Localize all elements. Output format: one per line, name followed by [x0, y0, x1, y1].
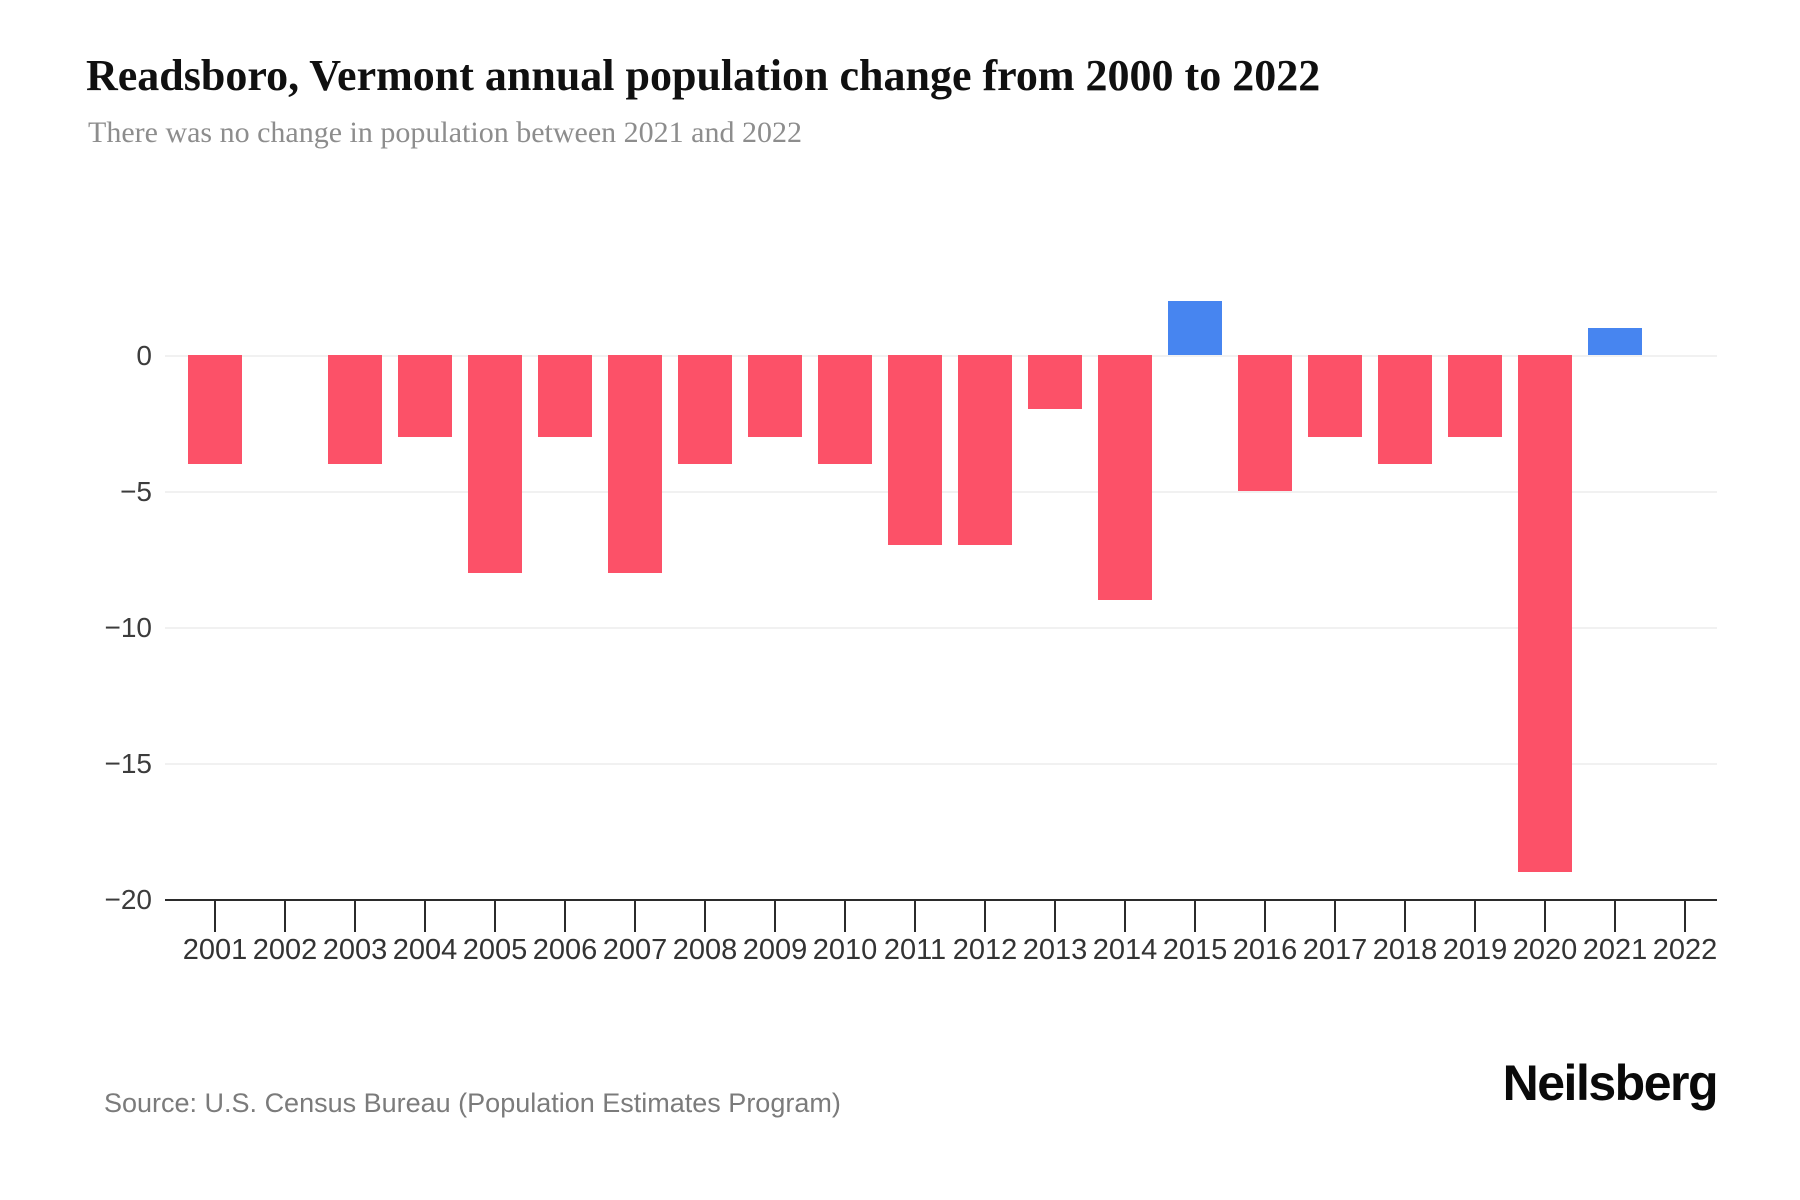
x-tick-label-2021: 2021 [1582, 934, 1648, 966]
x-tick-label-2003: 2003 [322, 934, 388, 966]
x-tick-2007 [634, 900, 636, 932]
bar-2015 [1168, 301, 1222, 355]
bar-2007 [608, 355, 662, 573]
x-tick-label-2014: 2014 [1092, 934, 1158, 966]
x-tick-label-2008: 2008 [672, 934, 738, 966]
x-tick-label-2020: 2020 [1512, 934, 1578, 966]
bar-2003 [328, 355, 382, 464]
bar-2009 [748, 355, 802, 437]
x-tick-2021 [1614, 900, 1616, 932]
y-grid-line--15 [165, 763, 1717, 765]
bar-2001 [188, 355, 242, 464]
x-tick-label-2012: 2012 [952, 934, 1018, 966]
x-tick-label-2007: 2007 [602, 934, 668, 966]
x-tick-2005 [494, 900, 496, 932]
bar-2014 [1098, 355, 1152, 600]
x-tick-2010 [844, 900, 846, 932]
x-tick-label-2019: 2019 [1442, 934, 1508, 966]
bar-2004 [398, 355, 452, 437]
y-tick-label--20: −20 [104, 884, 153, 915]
x-tick-label-2010: 2010 [812, 934, 878, 966]
x-tick-label-2013: 2013 [1022, 934, 1088, 966]
x-tick-label-2002: 2002 [252, 934, 318, 966]
x-tick-2012 [984, 900, 986, 932]
x-tick-2002 [284, 900, 286, 932]
y-grid-line--10 [165, 627, 1717, 629]
x-tick-label-2001: 2001 [182, 934, 248, 966]
x-tick-label-2011: 2011 [883, 934, 947, 966]
x-tick-label-2015: 2015 [1162, 934, 1228, 966]
bar-2017 [1308, 355, 1362, 437]
x-tick-2017 [1334, 900, 1336, 932]
x-tick-2018 [1404, 900, 1406, 932]
x-tick-2011 [914, 900, 916, 932]
bar-chart-plot: 0 −5 −10 −15 −20 2001 2002 2003 2004 2005 2006 2007… [104, 301, 1718, 966]
x-tick-2001 [214, 900, 216, 932]
neilsberg-logo: Neilsberg [1502, 1055, 1719, 1111]
bar-2010 [818, 355, 872, 464]
x-tick-label-2018: 2018 [1372, 934, 1438, 966]
x-tick-2013 [1054, 900, 1056, 932]
x-tick-2003 [354, 900, 356, 932]
x-tick-label-2022: 2022 [1652, 934, 1718, 966]
chart-subtitle: There was no change in population betwee… [88, 116, 802, 149]
x-tick-2014 [1124, 900, 1126, 932]
bar-2006 [538, 355, 592, 437]
x-tick-label-2017: 2017 [1302, 934, 1368, 966]
x-tick-2016 [1264, 900, 1266, 932]
source-note: Source: U.S. Census Bureau (Population E… [104, 1088, 841, 1118]
x-tick-2015 [1194, 900, 1196, 932]
x-tick-label-2016: 2016 [1232, 934, 1298, 966]
x-tick-label-2005: 2005 [462, 934, 528, 966]
bar-2012 [958, 355, 1012, 545]
bar-2005 [468, 355, 522, 573]
bar-2013 [1028, 355, 1082, 409]
bar-2016 [1238, 355, 1292, 491]
x-tick-label-2006: 2006 [532, 934, 598, 966]
y-tick-label-0: 0 [136, 340, 152, 371]
bar-2019 [1448, 355, 1502, 437]
y-tick-label--15: −15 [104, 748, 153, 779]
bar-2020 [1518, 355, 1572, 872]
bar-2021 [1588, 328, 1642, 355]
x-tick-2022 [1684, 900, 1686, 932]
x-tick-label-2004: 2004 [392, 934, 458, 966]
x-tick-2019 [1474, 900, 1476, 932]
bar-2018 [1378, 355, 1432, 464]
x-tick-2020 [1544, 900, 1546, 932]
x-tick-label-2009: 2009 [742, 934, 808, 966]
x-tick-2009 [774, 900, 776, 932]
bar-2011 [888, 355, 942, 545]
x-tick-2008 [704, 900, 706, 932]
bar-2008 [678, 355, 732, 464]
y-tick-label--10: −10 [104, 612, 153, 643]
y-tick-label--5: −5 [120, 476, 152, 507]
x-tick-2006 [564, 900, 566, 932]
x-axis-line [165, 899, 1717, 901]
chart-title: Readsboro, Vermont annual population cha… [86, 51, 1321, 100]
x-tick-2004 [424, 900, 426, 932]
